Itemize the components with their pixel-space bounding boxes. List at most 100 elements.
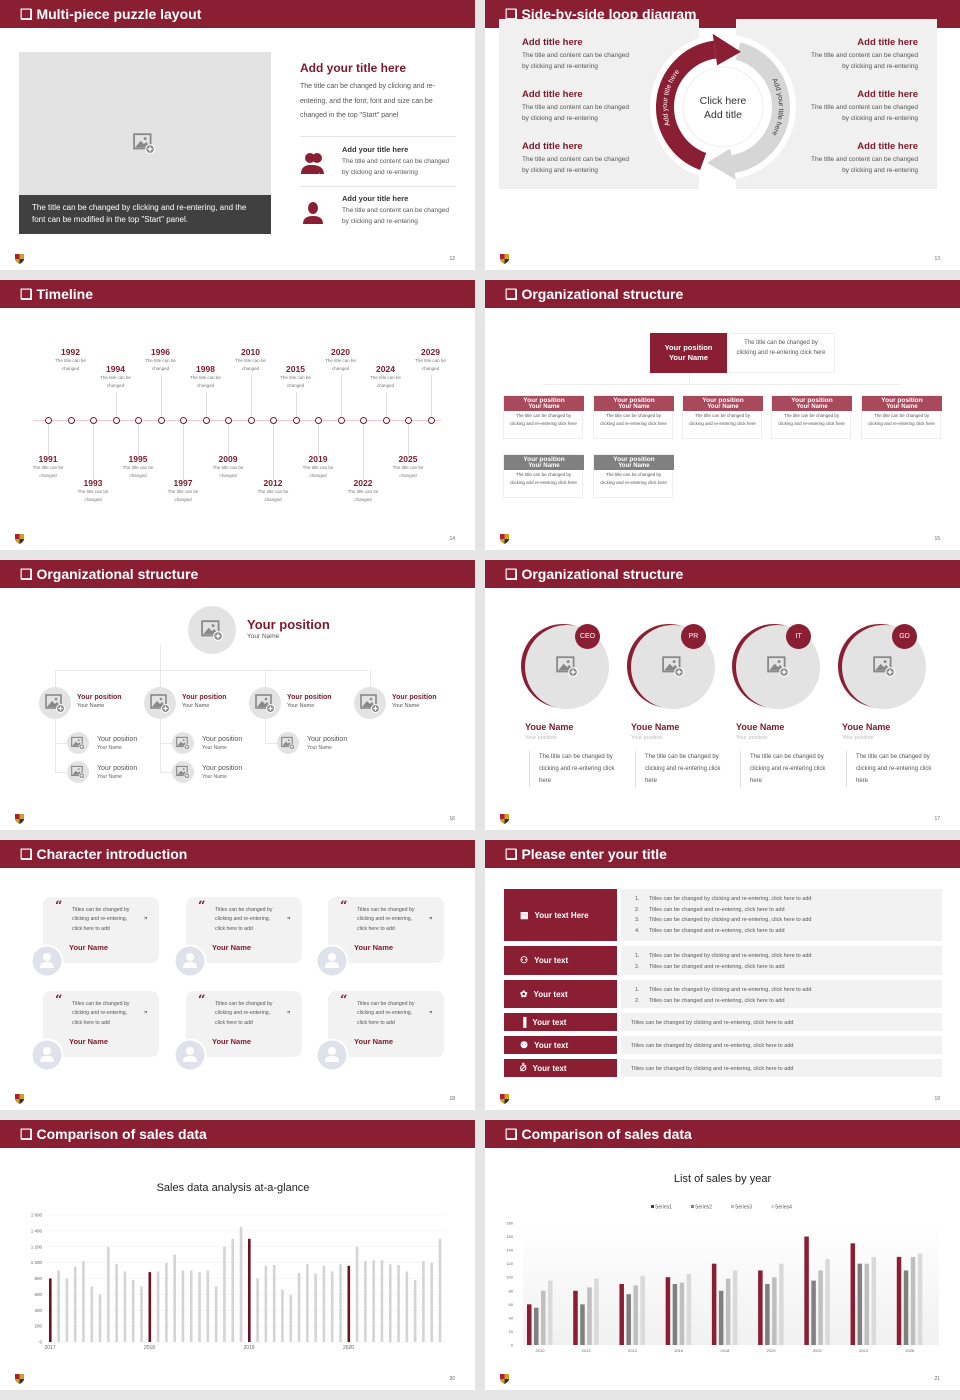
- level2-avatar[interactable]: [144, 687, 176, 719]
- divider: [300, 136, 456, 137]
- bar: [711, 1263, 717, 1345]
- checkbox-bullet-icon: ❑: [505, 286, 522, 302]
- x-tick-label: 2019: [243, 1345, 254, 1351]
- timeline-dot[interactable]: [180, 417, 187, 424]
- image-placeholder-icon: [255, 694, 275, 713]
- person-text: The title can be changed by clicking and…: [529, 751, 617, 787]
- timeline-dot[interactable]: [247, 417, 255, 424]
- timeline-stem: [430, 375, 432, 417]
- right-item-title: Add title here: [857, 141, 918, 152]
- member-card[interactable]: Your position Your Name The title can be c…: [593, 395, 674, 439]
- bar: [90, 1286, 94, 1342]
- member-name: Your Name: [618, 404, 650, 410]
- row-label-button[interactable]: ⚇ Your text: [504, 946, 617, 975]
- quote-card[interactable]: [43, 991, 159, 1057]
- person-position: Your position: [842, 735, 874, 741]
- connector: [265, 743, 277, 744]
- bar: [272, 1265, 276, 1342]
- slide-character-intro: ❑ Character introduction 18 “ Titles can be…: [0, 840, 475, 1110]
- page-number: 16: [449, 816, 455, 822]
- timeline-dot[interactable]: [202, 417, 210, 424]
- top-avatar[interactable]: [188, 606, 236, 654]
- timeline-stem: [250, 375, 252, 417]
- timeline-dot[interactable]: [360, 417, 367, 424]
- row-label-button[interactable]: ⦲ Your text: [504, 1059, 617, 1077]
- bar: [527, 1304, 532, 1345]
- x-tick-label: 2022: [813, 1348, 823, 1353]
- member-position: Your position: [791, 396, 833, 404]
- timeline-dot[interactable]: [315, 417, 322, 424]
- quote-card[interactable]: [43, 897, 159, 963]
- y-tick-label: 40: [509, 1315, 514, 1320]
- row-label-button[interactable]: ▦ Your text Here: [504, 889, 617, 941]
- row-label-button[interactable]: ✿ Your text: [504, 980, 617, 1008]
- checkbox-bullet-icon: ❑: [20, 846, 37, 862]
- row-line: Titles can be changed by clicking and re…: [631, 1018, 942, 1029]
- row-label-button[interactable]: ⚉ Your text: [504, 1036, 617, 1054]
- slide-timeline: ❑ Timeline 14 1991 The title can be changed…: [0, 280, 475, 550]
- level2-name: Your Name: [77, 703, 105, 709]
- slide-loop-diagram: ❑ Side-by-side loop diagram 13 Add title h…: [485, 0, 960, 270]
- connector: [689, 373, 690, 384]
- quote-card[interactable]: [328, 991, 444, 1057]
- image-placeholder-icon: [360, 694, 380, 713]
- bar: [732, 1270, 738, 1345]
- person-name: Your Name: [354, 1037, 394, 1046]
- timeline-dot[interactable]: [90, 417, 97, 424]
- member-name: Your Name: [886, 404, 918, 410]
- slide-title: Comparison of sales data: [521, 1126, 692, 1142]
- member-card[interactable]: Your position Your Name The title can be c…: [861, 395, 942, 439]
- timeline-dot[interactable]: [67, 417, 75, 424]
- page-number: 12: [449, 256, 455, 262]
- level2-avatar[interactable]: [249, 687, 281, 719]
- timeline-year: 2015: [286, 364, 305, 374]
- timeline-dot[interactable]: [292, 417, 300, 424]
- slide-header: ❑ Please enter your title: [485, 840, 960, 868]
- member-text: The title can be changed by clicking and…: [600, 472, 667, 485]
- bar: [573, 1290, 578, 1345]
- row-label-button[interactable]: ▐ Your text: [504, 1013, 617, 1031]
- connector: [55, 719, 56, 773]
- member-card[interactable]: Your position Your Name The title can be c…: [682, 395, 763, 439]
- level2-avatar[interactable]: [39, 687, 71, 719]
- row-line-text: Titles can be changed and re-entering, c…: [649, 928, 785, 935]
- quote-card[interactable]: [328, 897, 444, 963]
- timeline-dot[interactable]: [135, 417, 142, 424]
- member-card[interactable]: Your position Your Name The title can be c…: [771, 395, 852, 439]
- timeline-dot[interactable]: [405, 417, 412, 424]
- timeline-dot[interactable]: [270, 417, 277, 424]
- person-name: Your Name: [69, 943, 109, 952]
- timeline-dot[interactable]: [225, 417, 232, 424]
- y-tick-label: 0: [39, 1340, 42, 1345]
- slide-title: Side-by-side loop diagram: [521, 6, 697, 22]
- member-card[interactable]: Your position Your Name The title can be c…: [503, 395, 584, 439]
- connector: [543, 384, 901, 385]
- timeline-dot[interactable]: [337, 417, 345, 424]
- timeline-dot[interactable]: [157, 417, 165, 424]
- open-quote-icon: “: [55, 993, 63, 1008]
- person-name: Youe Name: [631, 722, 680, 732]
- person-name: Your Name: [212, 943, 252, 952]
- level3-position: Your position: [97, 765, 138, 772]
- right-item-title: Add title here: [857, 89, 918, 100]
- timeline-dot[interactable]: [112, 417, 120, 424]
- timeline-year: 1994: [106, 364, 125, 374]
- timeline-dot[interactable]: [427, 417, 435, 424]
- bar: [156, 1271, 160, 1342]
- crest-logo-icon: [15, 1374, 24, 1384]
- member-header: Your position Your Name: [683, 396, 763, 411]
- top-position-box[interactable]: Your position Your Name: [650, 333, 727, 373]
- top-position: Your position: [664, 343, 713, 352]
- quote-text: Titles can be changed by clicking and re…: [357, 1001, 415, 1026]
- timeline-stem: [318, 424, 319, 456]
- slide-org-structure-boxes: ❑ Organizational structure 15 Your positio…: [485, 280, 960, 550]
- timeline-dot[interactable]: [382, 417, 390, 424]
- member-card[interactable]: Your position Your Name The title can be c…: [593, 454, 674, 498]
- quote-card[interactable]: [186, 897, 302, 963]
- quote-card[interactable]: [186, 991, 302, 1057]
- image-caption: The title can be changed by clicking and…: [19, 195, 271, 234]
- member-card[interactable]: Your position Your Name The title can be c…: [503, 454, 584, 498]
- timeline-text: The title can be changed: [167, 489, 199, 502]
- timeline-dot[interactable]: [45, 417, 52, 424]
- level2-avatar[interactable]: [354, 687, 386, 719]
